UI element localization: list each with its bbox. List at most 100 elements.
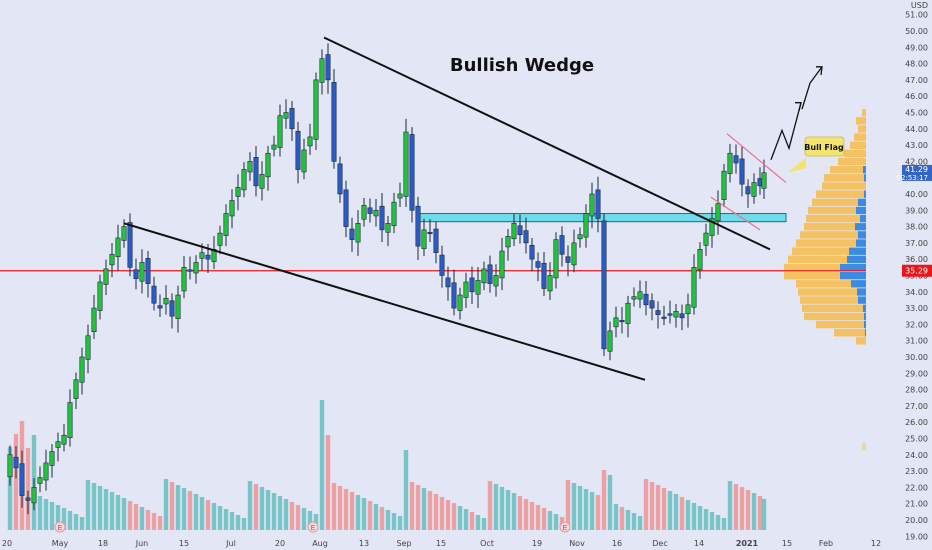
volume-profile-up-bar	[816, 320, 864, 329]
volume-bar	[277, 496, 283, 530]
candle-up	[673, 311, 679, 318]
volume-bar	[541, 508, 547, 530]
projection-path-2	[801, 66, 823, 110]
countdown-label: 02:53:17	[897, 174, 928, 182]
volume-bar	[229, 512, 235, 530]
candle-down	[325, 54, 331, 81]
volume-bar	[205, 500, 211, 530]
volume-bar	[85, 480, 91, 530]
volume-bar	[97, 486, 103, 530]
candle-up	[499, 250, 505, 279]
time-tick-label: Oct	[480, 539, 494, 548]
volume-bar	[145, 510, 151, 530]
volume-bar	[565, 480, 571, 530]
volume-bar	[37, 496, 43, 530]
candle-down	[295, 130, 301, 170]
volume-profile-up-bar	[824, 174, 864, 182]
volume-bar	[193, 494, 199, 530]
volume-bar	[415, 485, 421, 530]
candle-up	[631, 296, 637, 300]
volume-bar	[391, 513, 397, 530]
volume-bar	[79, 517, 85, 530]
volume-bar	[151, 513, 157, 530]
volume-bar	[343, 489, 349, 530]
volume-profile-up-bar	[784, 271, 840, 280]
volume-bar	[73, 514, 79, 530]
time-tick-label: 12	[871, 539, 881, 548]
candle-down	[337, 163, 343, 195]
price-tick-label: 27.00	[905, 402, 928, 411]
projection-path-1	[770, 102, 802, 160]
volume-bar	[67, 511, 73, 530]
earnings-marker	[54, 521, 66, 533]
volume-profile-up-bar	[844, 149, 873, 158]
volume-bar	[589, 492, 595, 530]
bull-flag-lower-line	[710, 196, 761, 231]
candle-up	[7, 454, 13, 478]
earnings-marker-label: E	[58, 525, 63, 532]
candle-up	[457, 294, 463, 311]
candle-down	[529, 245, 535, 260]
volume-bar	[499, 487, 505, 530]
volume-profile-up-bar	[856, 337, 874, 345]
volume-bar	[685, 500, 691, 530]
volume-profile-up-bar	[812, 198, 858, 207]
support-price-badge	[902, 264, 932, 277]
volume-bar	[49, 502, 55, 530]
last-price-badge	[902, 164, 932, 181]
volume-bar	[451, 503, 457, 530]
resistance-zone	[415, 213, 787, 223]
candle-down	[469, 277, 475, 293]
volume-bar	[259, 487, 265, 530]
candle-up	[67, 402, 73, 438]
candle-up	[493, 275, 499, 287]
candle-up	[85, 335, 91, 360]
time-axis: 20 May 18 Jun 15 Jul 20 Aug 13 Sep 15 Oct 19 Nov 16 Dec…	[2, 521, 881, 548]
candle-down	[643, 293, 649, 306]
price-tick-label: 26.00	[905, 418, 928, 427]
price-tick-label: 48.00	[905, 60, 928, 69]
chart-title: Bullish Wedge	[450, 55, 594, 76]
volume-bar	[373, 504, 379, 530]
price-tick-label: 44.00	[905, 125, 928, 134]
volume-bar	[289, 502, 295, 530]
last-price-label: 41.29	[905, 165, 928, 174]
volume-bar	[481, 518, 487, 530]
volume-bar	[727, 481, 733, 530]
candle-up	[31, 487, 37, 504]
candle-up	[319, 58, 325, 83]
candle-up	[511, 223, 517, 240]
candle-up	[397, 193, 403, 199]
volume-profile-up-bar	[806, 214, 860, 223]
candle-up	[589, 193, 595, 217]
candle-up	[373, 209, 379, 217]
candle-down	[487, 264, 493, 284]
volume-profile-up-bar	[822, 182, 866, 190]
candle-down	[541, 262, 547, 289]
earnings-marker	[307, 521, 319, 533]
volume-bar	[211, 503, 217, 530]
price-tick-label: 21.00	[905, 500, 928, 509]
volume-profile-up-bar	[830, 166, 863, 174]
volume-bar	[379, 507, 385, 530]
volume-profile-up-bar	[798, 288, 857, 296]
candle-up	[97, 281, 103, 311]
candle-up	[761, 172, 767, 189]
volume-profile-up-bar	[796, 280, 851, 288]
volume-bar	[127, 501, 133, 530]
candle-up	[37, 477, 43, 484]
price-tick-label: 31.00	[905, 337, 928, 346]
volume-profile-up-bar	[802, 304, 863, 312]
volume-bar	[241, 518, 247, 530]
volume-bar	[709, 512, 715, 530]
volume-bar	[649, 482, 655, 530]
volume-bar	[607, 475, 613, 530]
currency-label: USD	[911, 1, 928, 10]
candle-up	[697, 249, 703, 271]
price-tick-label: 32.00	[905, 320, 928, 329]
time-tick-label: 14	[694, 539, 704, 548]
candle-down	[619, 319, 625, 323]
volume-bar	[109, 492, 115, 530]
volume-bar	[643, 479, 649, 530]
